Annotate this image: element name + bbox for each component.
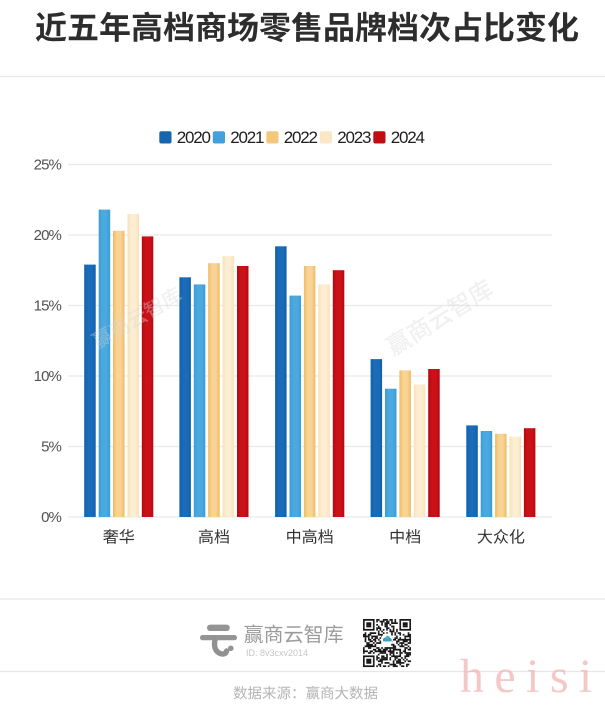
svg-text:5%: 5% xyxy=(41,438,61,455)
svg-text:2022: 2022 xyxy=(284,128,318,147)
svg-text:25%: 25% xyxy=(34,156,62,173)
svg-text:2020: 2020 xyxy=(177,128,211,147)
svg-text:heisi: heisi xyxy=(460,650,603,703)
svg-text:ID: 8v3cxv2014: ID: 8v3cxv2014 xyxy=(246,648,308,658)
svg-text:2021: 2021 xyxy=(230,128,264,147)
svg-text:0%: 0% xyxy=(41,509,61,526)
svg-text:2023: 2023 xyxy=(337,128,371,147)
svg-text:10%: 10% xyxy=(34,368,62,385)
svg-text:20%: 20% xyxy=(34,227,62,244)
svg-text:2024: 2024 xyxy=(391,128,425,147)
svg-text:15%: 15% xyxy=(34,297,62,314)
